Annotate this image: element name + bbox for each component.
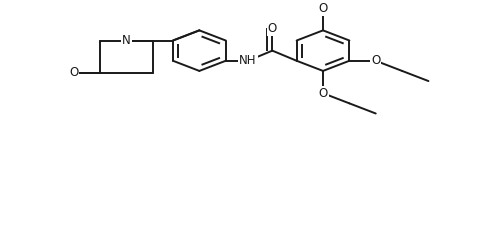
Text: O: O: [318, 87, 328, 100]
Text: NH: NH: [239, 54, 257, 67]
Text: O: O: [268, 22, 277, 35]
Text: N: N: [122, 34, 131, 47]
Text: O: O: [371, 54, 380, 67]
Text: O: O: [69, 66, 78, 79]
Text: O: O: [318, 1, 328, 15]
